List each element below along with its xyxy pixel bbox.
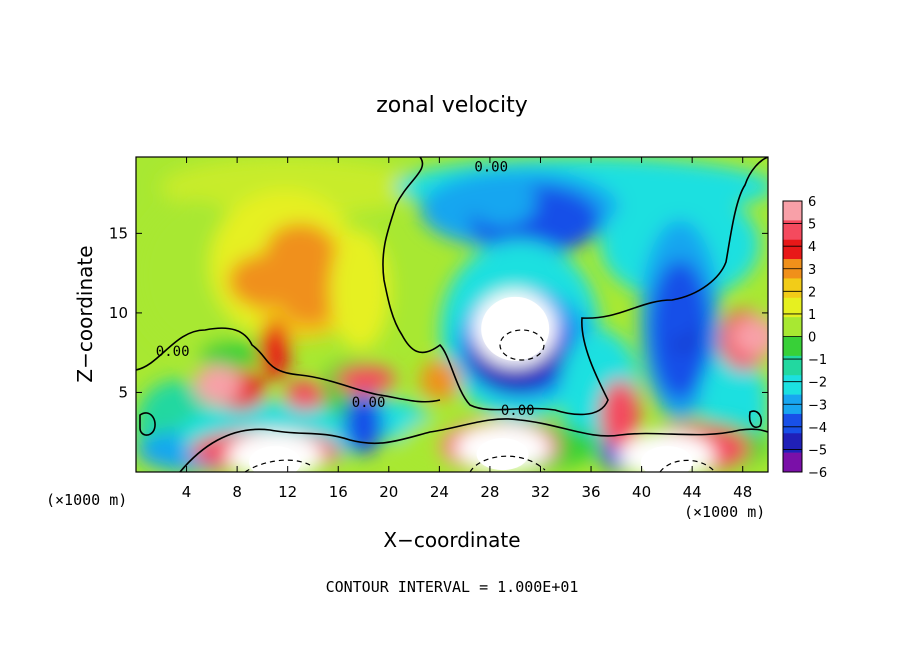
plot-area: 0.00 0.00 0.00 0.00 [136,157,768,472]
x-unit-left: (×1000 m) [46,491,127,509]
x-unit-right: (×1000 m) [684,503,765,521]
dashed-contour-bottom-mid [469,455,546,472]
colorbar: 6 5 4 3 2 1 0 −1 −2 −3 −4 −5 −6 [782,195,827,481]
colorbar-label: 4 [808,240,816,255]
field-white-core [640,446,693,472]
field-patch [400,420,460,472]
contour-labels: 0.00 0.00 0.00 0.00 [156,160,535,419]
y-tick-label: 10 [109,304,128,322]
colorbar-label: −6 [808,466,827,481]
colorbar-label: −5 [808,443,827,458]
colorbar-swatch [783,297,802,318]
y-axis: 5 10 15 [109,224,768,401]
field-patch [335,365,395,395]
y-tick-label: 5 [118,383,128,401]
field-core [468,175,537,228]
zero-contour-blob-right [748,410,763,428]
y-tick-label: 15 [109,224,128,242]
field-core [731,316,768,357]
x-tick-label: 20 [379,483,398,501]
field-white-core [476,438,529,471]
zero-contours [136,157,768,472]
contour-label: 0.00 [501,403,535,419]
x-tick-label: 36 [581,483,600,501]
field-white-core [249,446,302,472]
colorbar-swatch [783,355,802,376]
zero-contour-bottom [179,418,768,472]
colorbar-label: 3 [808,263,816,278]
dashed-contours [244,329,716,472]
contour-label: 0.00 [352,395,386,411]
zero-contour-left [136,327,441,403]
contour-label: 0.00 [156,344,190,360]
colorbar-label: −1 [808,353,827,368]
contour-interval-note: CONTOUR INTERVAL = 1.000E+01 [326,578,579,596]
colorbar-label: 1 [808,308,816,323]
y-axis-label: Z−coordinate [73,245,97,382]
dashed-contour-core [499,329,545,361]
colorbar-swatch [783,317,802,337]
colorbar-label: −4 [808,421,827,436]
colorbar-swatch [783,278,802,299]
colorbar-swatch [783,336,802,357]
field-patch [600,380,640,450]
x-tick-label: 28 [480,483,499,501]
field-core [659,282,700,343]
zero-contour-upper [382,157,768,416]
x-tick-label: 8 [232,483,242,501]
x-axis-label: X−coordinate [383,528,520,552]
colorbar-swatch [783,433,802,453]
field-patch [420,360,460,400]
colorbar-swatch [783,239,802,260]
x-tick-label: 12 [278,483,297,501]
colorbar-label: −3 [808,398,827,413]
colorbar-label: 5 [808,218,816,233]
field-core [343,394,384,455]
colorbar-swatch [783,452,802,473]
field-blobs [136,157,768,472]
x-tick-label: 24 [430,483,449,501]
x-tick-label: 40 [632,483,651,501]
colorbar-label: 2 [808,285,816,300]
field-core [266,223,335,276]
x-tick-label: 32 [531,483,550,501]
colorbar-label: −2 [808,376,827,391]
x-tick-label: 4 [182,483,192,501]
chart-title: zonal velocity [376,93,528,118]
contour-label: 0.00 [474,160,508,176]
field-patch [160,157,420,217]
colorbar-label: 0 [808,331,816,346]
x-axis: 4 8 12 16 20 24 28 32 36 40 44 48 [182,157,752,501]
field-patch [260,320,290,380]
field-core [194,364,243,405]
field-patch [330,230,390,350]
colorbar-swatch [783,375,802,395]
x-tick-label: 16 [329,483,348,501]
colorbar-label: 6 [808,195,816,210]
colorbar-swatch [783,220,802,241]
x-tick-label: 44 [683,483,702,501]
x-tick-label: 48 [733,483,752,501]
colorbar-swatch [783,201,802,221]
field-patch [200,340,260,370]
dashed-contour-bottom-right [659,459,716,472]
field-patch [285,380,325,410]
zero-contour-blob-left [139,412,156,436]
field-white-core [481,296,550,361]
colorbar-swatch [783,413,802,434]
plot-frame [135,156,769,473]
